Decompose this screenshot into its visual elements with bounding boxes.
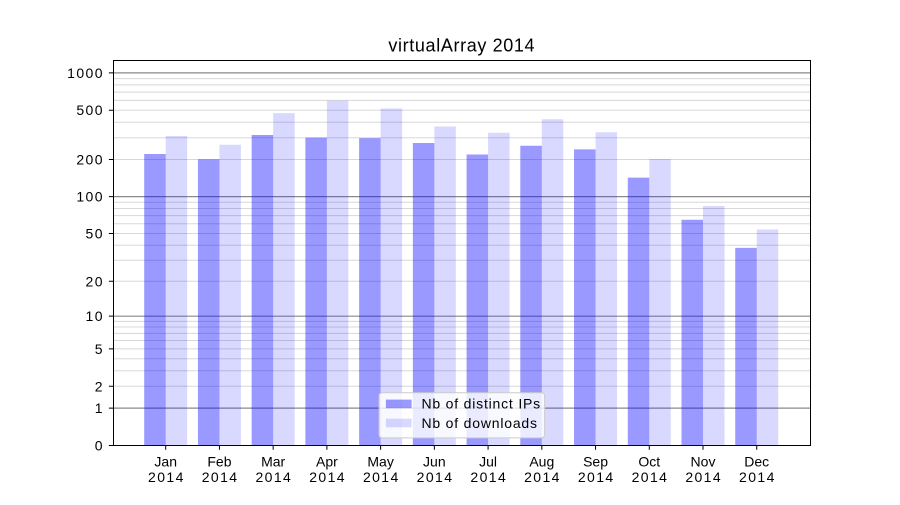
svg-text:50: 50 — [86, 226, 104, 242]
svg-text:2014: 2014 — [202, 469, 239, 485]
svg-text:2014: 2014 — [739, 469, 776, 485]
svg-text:Feb: Feb — [207, 453, 231, 469]
svg-text:2014: 2014 — [578, 469, 615, 485]
svg-text:2: 2 — [95, 378, 104, 394]
svg-text:2014: 2014 — [417, 469, 454, 485]
svg-text:Jan: Jan — [154, 453, 177, 469]
svg-text:1: 1 — [95, 400, 104, 416]
svg-text:virtualArray 2014: virtualArray 2014 — [388, 36, 535, 56]
svg-text:Aug: Aug — [529, 453, 554, 469]
svg-text:Sep: Sep — [583, 453, 608, 469]
svg-text:May: May — [367, 453, 393, 469]
svg-text:100: 100 — [76, 189, 104, 205]
svg-text:Mar: Mar — [261, 453, 285, 469]
svg-text:2014: 2014 — [685, 469, 722, 485]
svg-text:0: 0 — [95, 438, 104, 454]
svg-text:Jun: Jun — [423, 453, 446, 469]
svg-text:10: 10 — [86, 308, 104, 324]
svg-text:Nb of distinct IPs: Nb of distinct IPs — [422, 396, 541, 412]
svg-text:2014: 2014 — [632, 469, 669, 485]
svg-text:Oct: Oct — [638, 453, 660, 469]
svg-text:1000: 1000 — [67, 65, 104, 81]
svg-text:2014: 2014 — [470, 469, 507, 485]
svg-text:Jul: Jul — [479, 453, 497, 469]
svg-text:2014: 2014 — [363, 469, 400, 485]
svg-text:Apr: Apr — [316, 453, 338, 469]
svg-text:Dec: Dec — [744, 453, 769, 469]
svg-text:2014: 2014 — [148, 469, 185, 485]
svg-text:Nb of downloads: Nb of downloads — [422, 415, 538, 431]
svg-text:2014: 2014 — [309, 469, 346, 485]
svg-text:500: 500 — [76, 102, 104, 118]
svg-text:5: 5 — [95, 341, 104, 357]
svg-text:200: 200 — [76, 152, 104, 168]
svg-text:2014: 2014 — [524, 469, 561, 485]
svg-text:20: 20 — [86, 273, 104, 289]
svg-text:Nov: Nov — [691, 453, 716, 469]
svg-text:2014: 2014 — [255, 469, 292, 485]
